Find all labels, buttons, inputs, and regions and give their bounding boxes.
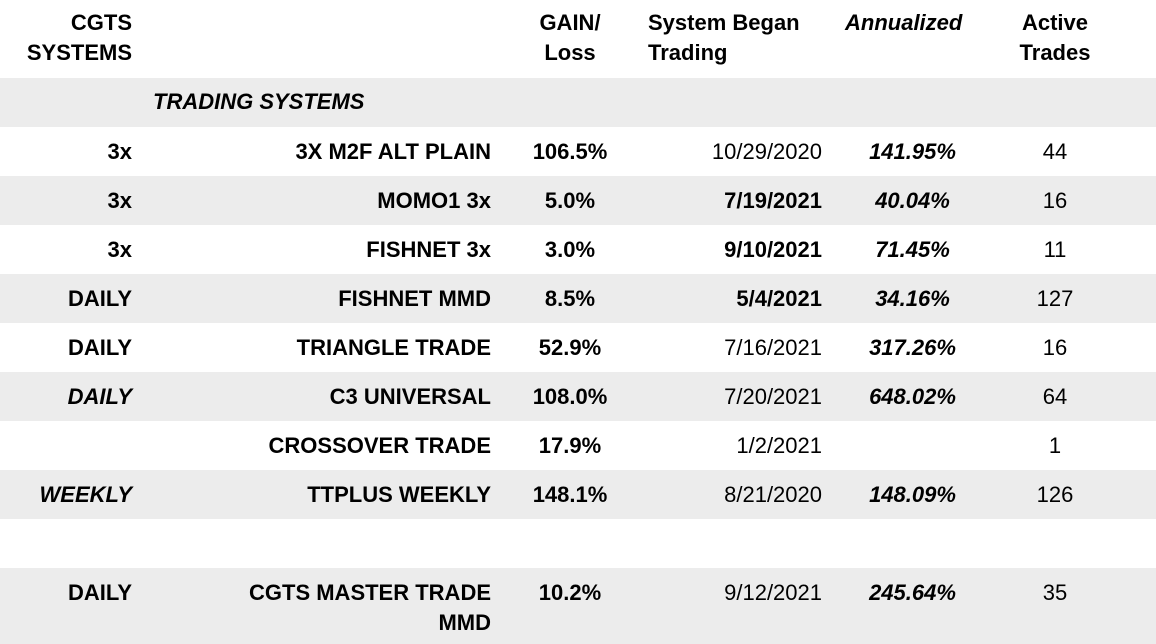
began-cell: 10/29/2020 [711,139,822,164]
gain-cell: 108.0% [532,384,608,409]
row-band [0,372,1156,421]
annualized-cell: 71.45% [875,237,950,262]
annualized-cell: 648.02% [869,384,956,409]
column-header: GAIN/ Loss [539,10,601,65]
row-band [0,274,1156,323]
annualized-cell: 245.64% [869,580,956,605]
frequency-cell: DAILY [67,384,132,409]
active-cell: 1 [1048,433,1062,458]
system-cell: TTPLUS WEEKLY [307,482,491,507]
column-header: System Began Trading [648,10,800,65]
frequency-cell: WEEKLY [39,482,132,507]
gain-cell: 8.5% [544,286,596,311]
frequency-cell: 3x [107,188,132,213]
frequency-cell: DAILY [68,286,132,311]
active-cell: 44 [1042,139,1068,164]
gain-cell: 106.5% [532,139,608,164]
column-header: Annualized [845,10,963,35]
began-cell: 7/16/2021 [724,335,822,360]
frequency-cell: 3x [107,237,132,262]
annualized-cell: 141.95% [869,139,956,164]
section-label: TRADING SYSTEMS [153,89,365,114]
annualized-cell: 40.04% [875,188,950,213]
active-cell: 127 [1036,286,1074,311]
gain-cell: 17.9% [538,433,602,458]
active-cell: 16 [1042,188,1068,213]
frequency-cell: DAILY [68,580,132,605]
active-cell: 11 [1043,237,1067,262]
gain-cell: 10.2% [538,580,602,605]
system-cell: FISHNET 3x [366,237,491,262]
gain-cell: 52.9% [538,335,602,360]
annualized-cell: 148.09% [869,482,956,507]
began-cell: 1/2/2021 [736,433,822,458]
row-band [0,470,1156,519]
active-cell: 64 [1042,384,1068,409]
began-cell: 9/10/2021 [724,237,822,262]
began-cell: 7/19/2021 [724,188,822,213]
system-cell: CGTS MASTER TRADE MMD [249,580,491,635]
active-cell: 126 [1036,482,1074,507]
column-header: Active Trades [1019,10,1091,65]
gain-cell: 3.0% [544,237,596,262]
row-band [0,176,1156,225]
section-band [0,78,1156,127]
began-cell: 8/21/2020 [724,482,822,507]
system-cell: C3 UNIVERSAL [329,384,491,409]
system-cell: MOMO1 3x [377,188,491,213]
frequency-cell: 3x [107,139,132,164]
active-cell: 35 [1042,580,1068,605]
active-cell: 16 [1042,335,1068,360]
frequency-cell: DAILY [68,335,132,360]
began-cell: 5/4/2021 [736,286,822,311]
column-header: CGTS SYSTEMS [26,10,132,65]
system-cell: FISHNET MMD [338,286,491,311]
gain-cell: 148.1% [532,482,608,507]
system-cell: CROSSOVER TRADE [268,433,491,458]
annualized-cell: 317.26% [869,335,956,360]
began-cell: 9/12/2021 [724,580,822,605]
annualized-cell: 34.16% [875,286,950,311]
system-cell: 3X M2F ALT PLAIN [295,139,491,164]
system-cell: TRIANGLE TRADE [296,335,491,360]
began-cell: 7/20/2021 [724,384,822,409]
row-band [0,568,1156,644]
gain-cell: 5.0% [544,188,596,213]
